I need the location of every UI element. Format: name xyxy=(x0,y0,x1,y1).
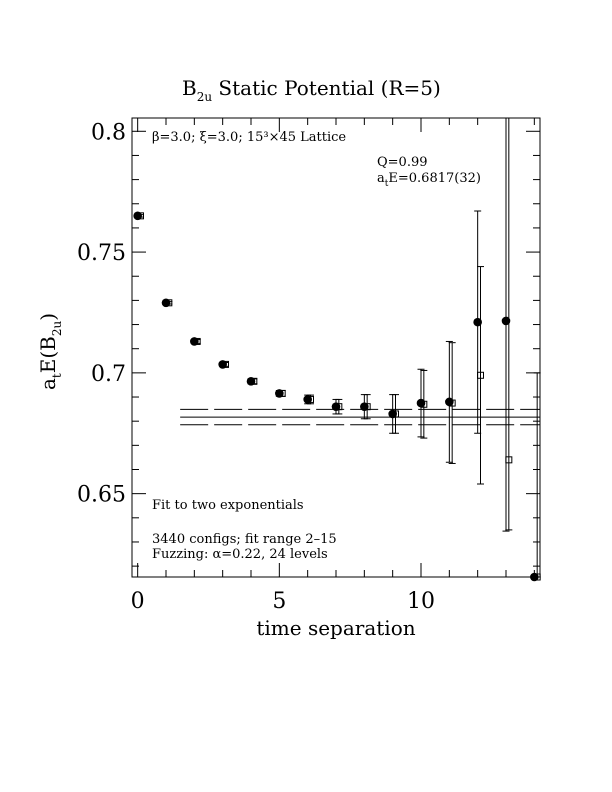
y-tick-label: 0.65 xyxy=(77,483,126,508)
y-tick-label: 0.75 xyxy=(77,241,126,266)
fuzzing-annotation: Fuzzing: α=0.22, 24 levels xyxy=(152,547,328,562)
data-point-square xyxy=(505,456,513,464)
data-point-circle xyxy=(501,316,511,326)
energy-annotation: atE=0.6817(32) xyxy=(377,171,481,189)
y-axis-label: atE(B2u) xyxy=(36,313,64,390)
data-point-square xyxy=(307,395,314,403)
data-point-square xyxy=(165,299,173,307)
data-point-square xyxy=(278,389,286,397)
data-point-circle xyxy=(473,317,482,327)
lattice-annotation: β=3.0; ξ=3.0; 15³×45 Lattice xyxy=(152,130,346,145)
data-point-square xyxy=(250,377,258,385)
data-points xyxy=(133,118,541,582)
data-point-square xyxy=(448,399,456,407)
data-point-square xyxy=(477,371,484,379)
fit-annotation: Fit to two exponentials xyxy=(152,498,304,513)
data-point-square xyxy=(193,337,201,345)
data-point-square xyxy=(335,403,343,411)
data-point-square xyxy=(363,403,371,411)
data-point-square xyxy=(137,212,144,220)
data-point-square xyxy=(392,410,399,418)
x-axis-label: time separation xyxy=(256,616,415,640)
data-point-square xyxy=(533,573,541,581)
x-tick-label: 0 xyxy=(131,589,145,614)
configs-annotation: 3440 configs; fit range 2–15 xyxy=(152,532,337,547)
x-tick-label: 10 xyxy=(407,589,435,614)
chart-title: B2u Static Potential (R=5) xyxy=(182,76,441,104)
q-annotation: Q=0.99 xyxy=(377,155,428,170)
y-tick-label: 0.8 xyxy=(91,120,126,145)
data-point-square xyxy=(420,400,428,408)
axis-ticks: 0.65 0.7 0.75 0.8 0 5 10 xyxy=(77,118,540,614)
y-tick-label: 0.7 xyxy=(91,362,126,387)
data-point-square xyxy=(222,360,229,368)
x-tick-label: 5 xyxy=(272,589,286,614)
fit-band xyxy=(180,408,540,426)
